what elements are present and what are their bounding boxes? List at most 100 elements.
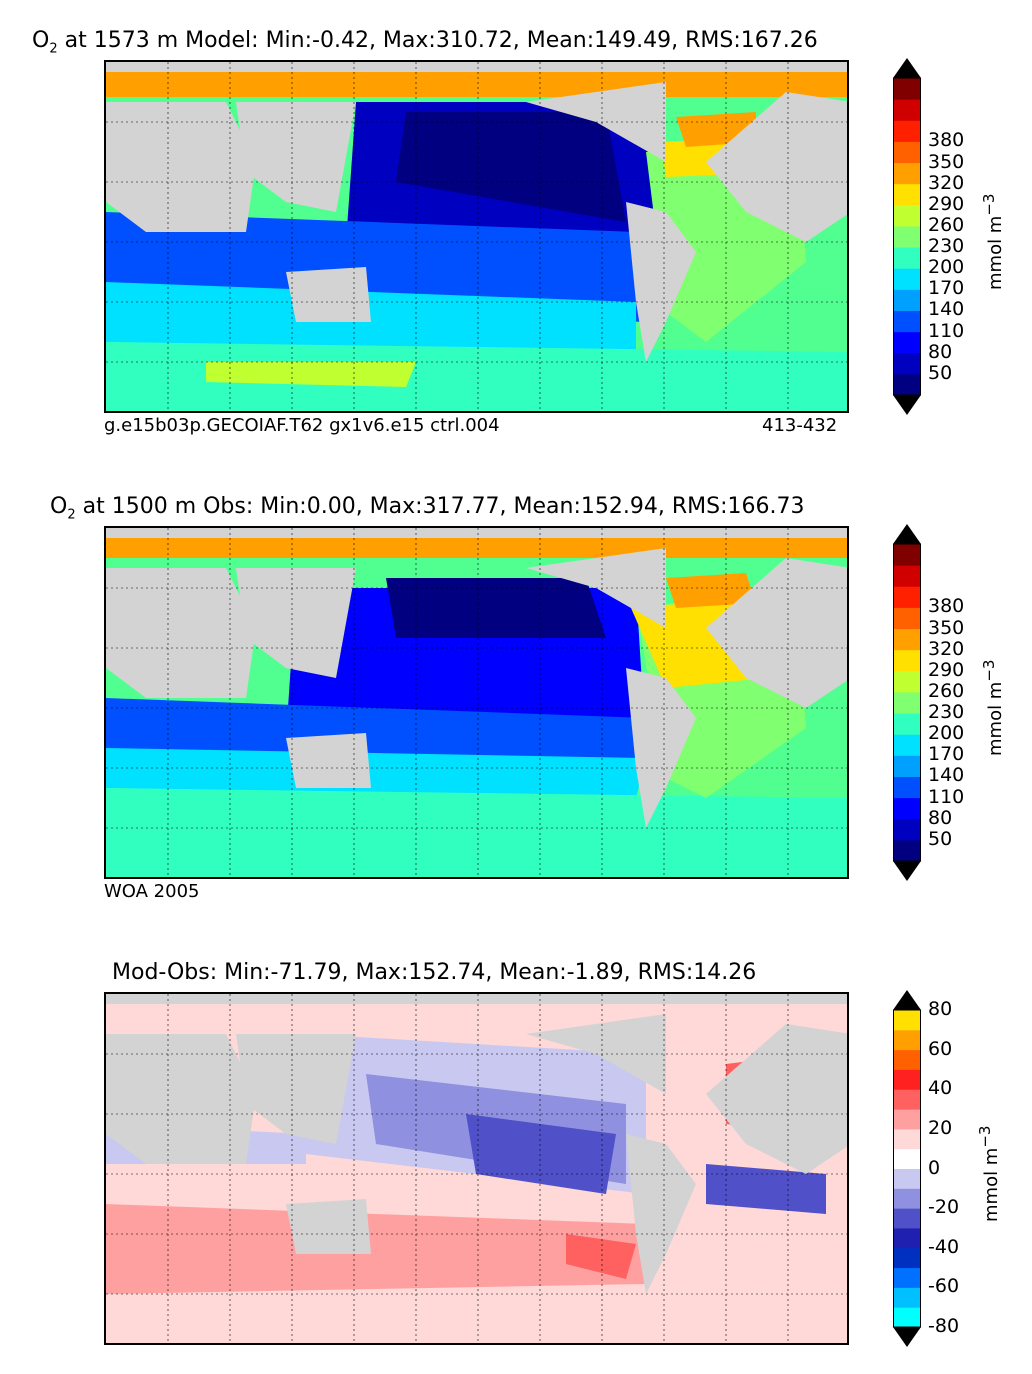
- colorbar-tick-label: 110: [928, 319, 965, 342]
- colorbar-tick-label: 260: [928, 213, 965, 236]
- title-o: O: [32, 28, 50, 53]
- colorbar-segment: [893, 776, 921, 799]
- unit-text: mmol m: [985, 681, 1006, 756]
- colorbar-tick-label: 380: [928, 129, 965, 152]
- colorbar-unit-obs: mmol m−3: [980, 660, 1006, 756]
- colorbar-segment: [893, 352, 921, 375]
- unit-text: mmol m: [981, 1147, 1002, 1222]
- colorbar-tick-label: -80: [928, 1315, 960, 1337]
- title-sub: 2: [49, 41, 58, 57]
- map-obs-svg: [106, 528, 847, 877]
- colorbar-tick-label: 80: [928, 340, 953, 363]
- colorbar-segment: [893, 1287, 921, 1308]
- colorbar-segment: [893, 1168, 921, 1189]
- colorbar-frame: [893, 77, 921, 396]
- colorbar-tick-label: 40: [928, 1077, 953, 1100]
- colorbar-segment: [893, 586, 921, 608]
- title-o: O: [50, 494, 68, 519]
- colorbar-segment: [893, 1307, 921, 1328]
- colorbar-obs: [893, 524, 921, 881]
- colorbar-tick-label: 320: [928, 171, 965, 194]
- panel-title-obs: O2 at 1500 m Obs: Min:0.00, Max:317.77, …: [50, 494, 804, 522]
- colorbar-tick-label: 50: [928, 827, 953, 850]
- colorbar-unit-model: mmol m−3: [980, 194, 1006, 290]
- colorbar-segment: [893, 162, 921, 185]
- colorbar-segment: [893, 1109, 921, 1130]
- colorbar-segment: [893, 1227, 921, 1249]
- title-sub: 2: [67, 507, 76, 523]
- colorbar-tick-label: 80: [928, 806, 953, 829]
- colorbar-segment: [893, 1148, 921, 1169]
- colorbar-segment: [893, 1089, 921, 1110]
- colorbar-segment: [893, 691, 921, 714]
- colorbar-segment: [893, 1247, 921, 1269]
- colorbar-tick-label: 290: [928, 192, 965, 215]
- colorbar-segment: [893, 1208, 921, 1229]
- colorbar-segment: [893, 649, 921, 672]
- colorbar-tick-label: 50: [928, 361, 953, 384]
- colorbar-segment: [893, 1188, 921, 1209]
- colorbar-tick-label: -20: [928, 1196, 960, 1219]
- colorbar-unit-diff: mmol m−3: [976, 1126, 1002, 1222]
- colorbar-segment: [893, 734, 921, 756]
- colorbar-segment: [893, 331, 921, 354]
- colorbar-segment: [893, 289, 921, 311]
- colorbar-tick-label: 60: [928, 1037, 953, 1060]
- colorbar-svg: [893, 58, 921, 415]
- colorbar-segment: [893, 1267, 921, 1288]
- colorbar-segment: [893, 1029, 921, 1051]
- colorbar-segment: [893, 565, 921, 587]
- unit-sup: −3: [980, 193, 998, 216]
- colorbar-tick-label: 350: [928, 150, 965, 173]
- colorbar-segment: [893, 797, 921, 820]
- colorbar-segment: [893, 755, 921, 777]
- map-obs: [104, 526, 849, 879]
- colorbar-tick-label: 200: [928, 256, 965, 279]
- colorbar-tick-label: 20: [928, 1116, 953, 1139]
- unit-sup: −3: [976, 1125, 994, 1148]
- colorbar-bottom-extend: [893, 395, 921, 415]
- colorbar-tick-label: 80: [928, 998, 953, 1020]
- colorbar-top-extend: [893, 524, 921, 544]
- colorbar-segment: [893, 1069, 921, 1090]
- colorbar-segment: [893, 120, 921, 142]
- map-model: [104, 60, 849, 413]
- colorbar-tick-label: 230: [928, 235, 965, 258]
- colorbar-model: [893, 58, 921, 415]
- caption-left-model: g.e15b03p.GECOIAF.T62 gx1v6.e15 ctrl.004: [104, 415, 500, 436]
- colorbar-tick-label: 140: [928, 764, 965, 787]
- colorbar-tick-label: 350: [928, 616, 965, 639]
- colorbar-segment: [893, 713, 921, 735]
- colorbar-tick-label: -40: [928, 1235, 960, 1258]
- colorbar-segment: [893, 78, 921, 100]
- colorbar-bottom-extend: [893, 861, 921, 881]
- colorbar-segment: [893, 544, 921, 566]
- unit-text: mmol m: [985, 215, 1006, 290]
- colorbar-tick-label: -60: [928, 1275, 960, 1298]
- colorbar-segment: [893, 1010, 921, 1031]
- colorbar-tick-label: 170: [928, 277, 965, 300]
- colorbar-tick-label: 320: [928, 637, 965, 660]
- caption-left-obs: WOA 2005: [104, 881, 200, 902]
- colorbar-segment: [893, 225, 921, 248]
- colorbar-tick-label: 230: [928, 701, 965, 724]
- panel-title-model: O2 at 1573 m Model: Min:-0.42, Max:310.7…: [32, 28, 818, 56]
- map-diff-svg: [106, 994, 847, 1343]
- colorbar-tick-label: 380: [928, 595, 965, 618]
- colorbar-segment: [893, 1049, 921, 1070]
- colorbar-bottom-extend: [893, 1327, 921, 1347]
- colorbar-segment: [893, 310, 921, 333]
- colorbar-tick-label: 0: [928, 1156, 941, 1179]
- title-text: at 1500 m Obs: Min:0.00, Max:317.77, Mea…: [82, 494, 805, 519]
- colorbar-svg: [893, 524, 921, 881]
- colorbar-tick-label: 140: [928, 298, 965, 321]
- map-model-svg: [106, 62, 847, 411]
- colorbar-segment: [893, 183, 921, 206]
- colorbar-tick-label: 200: [928, 722, 965, 745]
- panel-title-diff: Mod-Obs: Min:-71.79, Max:152.74, Mean:-1…: [112, 960, 756, 985]
- colorbar-segment: [893, 1128, 921, 1150]
- colorbar-segment: [893, 818, 921, 841]
- colorbar-tick-label: 260: [928, 679, 965, 702]
- map-diff: [104, 992, 849, 1345]
- caption-right-model: 413-432: [762, 415, 838, 436]
